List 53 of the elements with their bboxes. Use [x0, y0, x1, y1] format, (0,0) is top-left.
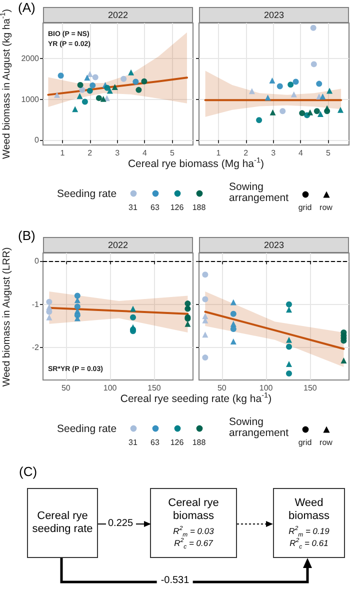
x-tick-label: 3	[271, 148, 276, 158]
box: Weed biomass R$^{2}$$_{m}$ = 0.19 R$^{2}$$_{c}$ = 0.61	[273, 488, 345, 558]
y-tick-label: 1000	[21, 94, 40, 104]
legend-label: 63	[150, 438, 160, 447]
x-tick-label: 100	[103, 384, 118, 392]
x-tick-label: 150	[147, 384, 162, 392]
y-tick-label: -1	[32, 300, 40, 309]
text: grid	[298, 438, 312, 447]
box: Cereal rye biomass R$^{2}$$_{m}$ = 0.03 R$^{2}$$_{c}$ = 0.67	[150, 488, 237, 558]
chart-title: 2023	[199, 237, 349, 253]
x-tick-label: 100	[259, 384, 274, 392]
y-tick-label: -2	[32, 343, 40, 352]
x-tick-label: 3	[115, 148, 120, 158]
x-tick-label: 5	[170, 148, 175, 158]
legend-label: 188	[192, 203, 206, 212]
x-tick-label: 1	[60, 148, 66, 158]
text: 0.225	[108, 518, 134, 529]
y-tick-label: 0	[34, 256, 40, 266]
legend-label: 31	[128, 438, 138, 447]
text: grid	[298, 203, 312, 212]
text: (C)	[19, 464, 38, 479]
y-axis-title: Weed biomass in August (LRR)	[2, 246, 12, 386]
x-axis-title: Cereal rye seeding rate (kg ha$^{-1}$)	[119, 390, 272, 405]
legend-label: 188	[192, 438, 206, 447]
y-tick-label: 0	[34, 136, 40, 145]
x-tick-label: 150	[303, 384, 318, 392]
legend-label: 126	[170, 438, 184, 447]
box: Cereal rye seeding rate	[27, 488, 98, 558]
text: Sowing arrangement	[229, 416, 290, 439]
legend-label: 126	[170, 203, 184, 212]
legend-title: Seeding rate	[57, 188, 117, 200]
x-tick-label: 4	[142, 148, 148, 158]
x-tick-label: 1	[216, 148, 222, 158]
text: (A)	[18, 0, 36, 15]
legend-label: 31	[128, 203, 138, 212]
text: row	[320, 438, 332, 447]
x-tick-label: 2	[88, 148, 93, 158]
legend-label: 63	[150, 203, 160, 212]
legend-title: Seeding rate	[57, 423, 117, 435]
x-tick-label: 4	[298, 148, 304, 158]
text: row	[320, 203, 332, 212]
text: -0.531	[156, 575, 194, 586]
x-tick-label: 50	[61, 384, 71, 392]
x-tick-label: 5	[326, 148, 331, 158]
chart-title: 2023	[199, 7, 349, 23]
chart-title: 2022	[43, 237, 193, 253]
chart-title: 2022	[43, 7, 193, 23]
x-tick-label: 50	[217, 384, 227, 392]
y-tick-label: 2000	[21, 54, 40, 63]
x-axis-title: Cereal rye biomass (Mg ha$^{-1}$)	[126, 156, 266, 170]
x-tick-label: 2	[244, 148, 249, 158]
text: (B)	[18, 228, 36, 243]
text: Sowing arrangement	[229, 181, 290, 204]
